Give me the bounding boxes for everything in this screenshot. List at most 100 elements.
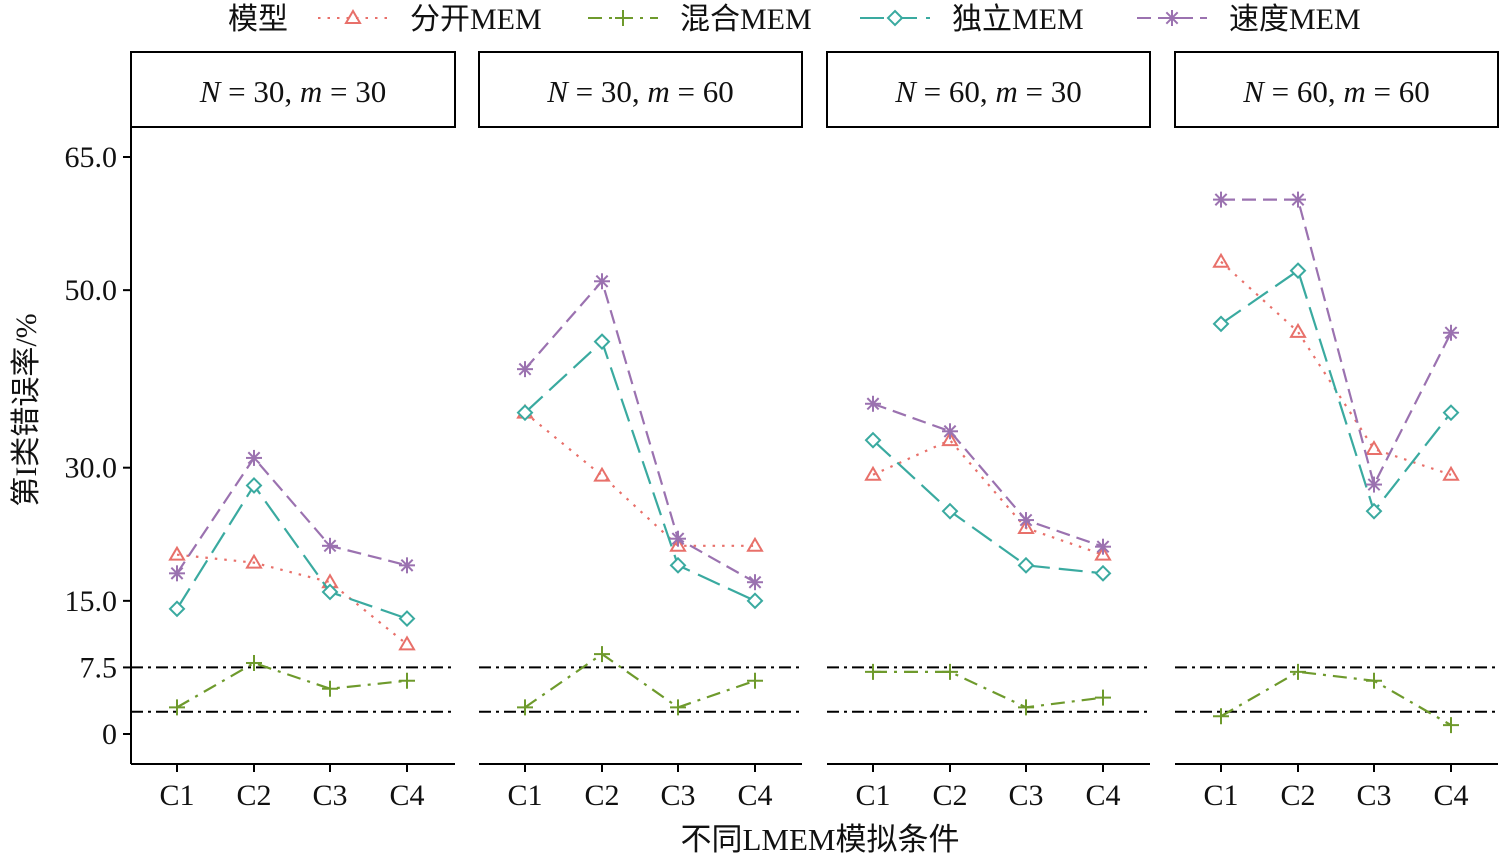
- series-line: [524, 279, 756, 584]
- data-point: [517, 699, 533, 716]
- x-tick-label: C3: [312, 779, 347, 812]
- panel: C1 C2 C3 C4: [827, 395, 1150, 812]
- strip-box: [826, 51, 1151, 128]
- legend-title: 模型: [228, 3, 288, 36]
- data-point: [941, 431, 959, 447]
- strip-box: [130, 51, 456, 128]
- data-point: [865, 395, 881, 412]
- x-tick-label: C2: [236, 779, 271, 812]
- data-point: [1290, 191, 1306, 208]
- data-point: [1018, 699, 1034, 716]
- data-point: [747, 574, 763, 591]
- data-point: [747, 672, 763, 689]
- legend-item: 独立MEM: [860, 3, 1084, 36]
- data-point: [169, 565, 185, 582]
- series-3: [1213, 191, 1459, 493]
- legend-label: 混合MEM: [680, 3, 812, 36]
- data-point: [516, 404, 534, 422]
- data-point: [398, 635, 416, 651]
- y-tick-label: 50.0: [65, 274, 118, 307]
- series-3: [517, 273, 763, 591]
- panel-strip: N = 60, m = 30: [826, 51, 1151, 128]
- data-point: [1290, 663, 1306, 680]
- strip-label: N = 30, m = 30: [199, 74, 387, 109]
- panel: C1 C2 C3 C4: [1175, 191, 1498, 812]
- x-tick-label: C1: [507, 779, 542, 812]
- data-point: [1213, 708, 1229, 725]
- y-tick-label: 65.0: [65, 141, 118, 174]
- legend-item: 速度MEM: [1137, 3, 1361, 36]
- data-point: [864, 431, 882, 449]
- series-line: [1220, 268, 1452, 514]
- series-line: [873, 670, 1104, 709]
- panel-strips: N = 30, m = 30 N = 30, m = 60 N = 60, m = …: [130, 51, 1499, 128]
- data-point: [1289, 322, 1307, 338]
- data-point: [322, 537, 338, 554]
- x-tick-label: C1: [159, 779, 194, 812]
- series-0: [1212, 252, 1460, 481]
- x-tick-label: C2: [1280, 779, 1315, 812]
- legend-label: 速度MEM: [1229, 3, 1361, 36]
- x-tick-label: C4: [1433, 779, 1468, 812]
- y-tick-label: 7.5: [80, 651, 118, 684]
- series-line: [872, 439, 1104, 575]
- data-point: [245, 477, 263, 494]
- series-line: [1221, 198, 1452, 488]
- data-point: [1442, 404, 1460, 422]
- data-point: [322, 680, 338, 697]
- data-point: [1212, 315, 1230, 333]
- plus-marker: [615, 10, 631, 26]
- data-point: [594, 646, 610, 663]
- data-point: [1365, 502, 1383, 520]
- data-point: [670, 530, 686, 547]
- data-point: [1018, 512, 1034, 529]
- data-point: [321, 583, 339, 601]
- series-line: [176, 456, 408, 574]
- data-point: [399, 557, 415, 574]
- legend-label: 分开MEM: [410, 3, 542, 36]
- data-point: [942, 663, 958, 680]
- data-point: [1094, 545, 1112, 561]
- y-axis-label: 第I类错误率/%: [10, 313, 43, 506]
- legend-label: 独立MEM: [952, 3, 1084, 36]
- data-point: [517, 361, 533, 378]
- data-point: [669, 556, 687, 574]
- data-point: [169, 699, 185, 716]
- data-point: [1213, 191, 1229, 208]
- data-point: [1366, 476, 1382, 493]
- series-2: [864, 431, 1112, 582]
- series-3: [865, 395, 1111, 555]
- panel: C1 C2 C3 C4: [479, 273, 802, 812]
- series-1: [169, 654, 415, 716]
- data-point: [1095, 689, 1111, 706]
- series-1: [1213, 663, 1459, 734]
- data-point: [168, 600, 186, 618]
- series-1: [517, 646, 763, 716]
- asterisk-marker: [1164, 10, 1180, 26]
- series-line: [1220, 670, 1452, 727]
- data-point: [865, 663, 881, 680]
- x-tick-label: C2: [584, 779, 619, 812]
- series-line: [524, 411, 755, 547]
- data-point: [1365, 440, 1383, 456]
- x-tick-label: C4: [1085, 779, 1120, 812]
- strip-box: [1174, 51, 1499, 128]
- series-3: [169, 449, 415, 582]
- data-point: [1366, 672, 1382, 689]
- data-point: [746, 536, 764, 552]
- series-0: [516, 403, 764, 552]
- data-point: [746, 592, 764, 610]
- data-point: [246, 449, 262, 466]
- strip-label: N = 60, m = 30: [894, 74, 1082, 109]
- data-point: [1094, 564, 1112, 582]
- data-point: [941, 502, 959, 520]
- triangle-marker: [344, 9, 362, 24]
- data-point: [1017, 556, 1035, 574]
- x-tick-label: C1: [1203, 779, 1238, 812]
- series-line: [176, 553, 408, 646]
- data-point: [864, 465, 882, 481]
- data-point: [245, 553, 263, 569]
- series-1: [865, 663, 1111, 716]
- data-point: [246, 654, 262, 671]
- panels: C1 C2 C3 C4 C1 C2 C3 C4 C1 C2 C3 C4 C1 C2 C3 C4: [131, 191, 1498, 812]
